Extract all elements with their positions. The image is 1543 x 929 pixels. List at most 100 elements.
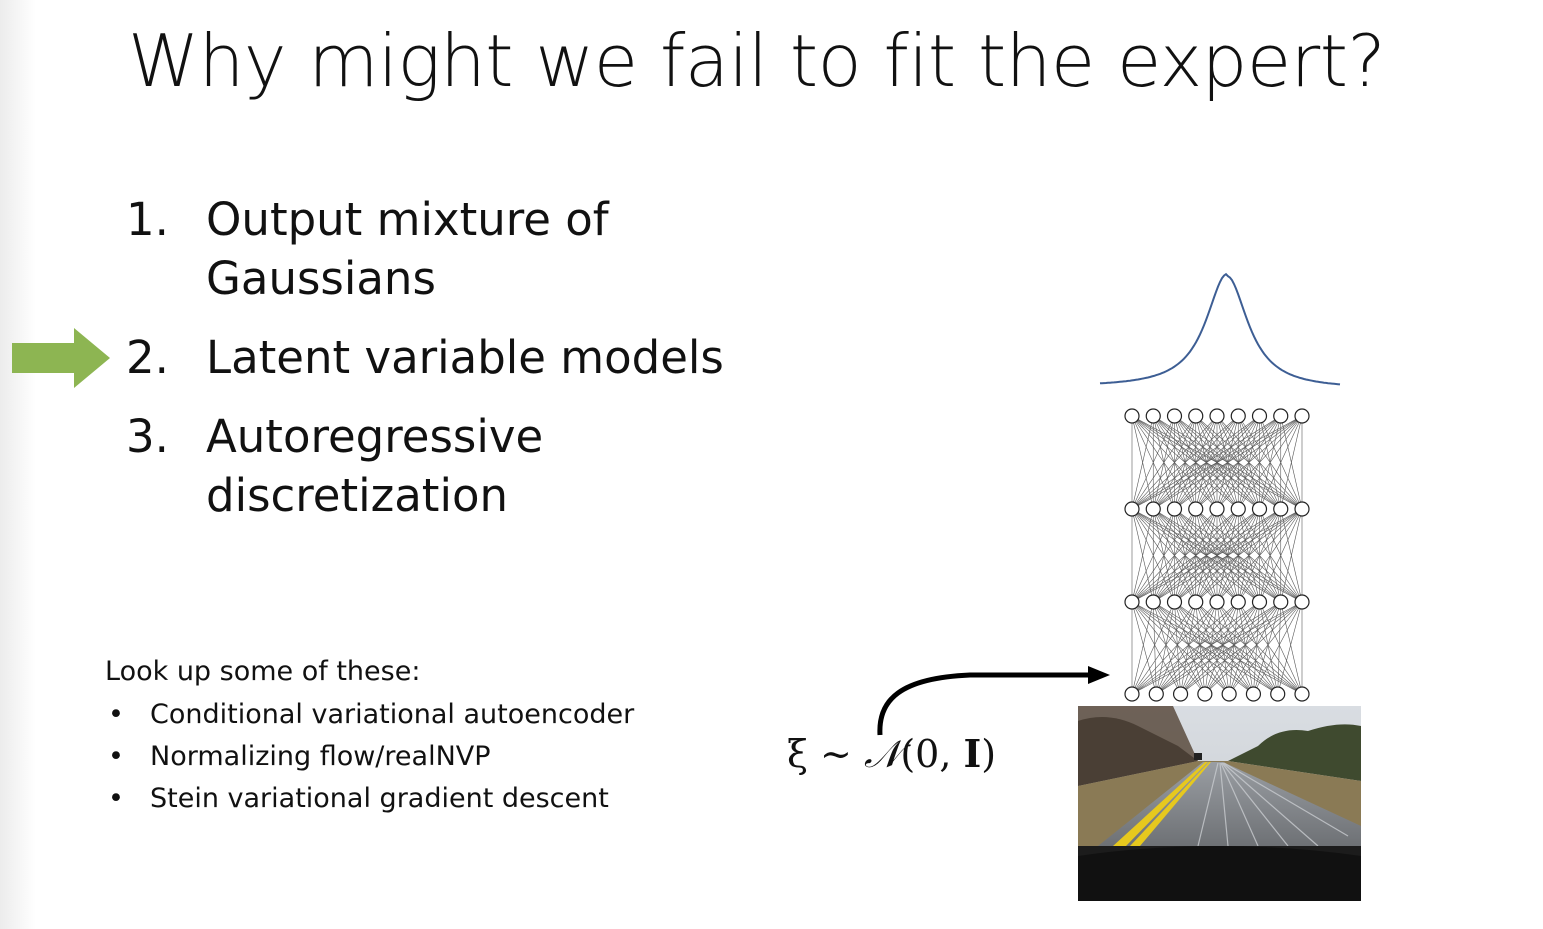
network-connection xyxy=(1195,601,1303,695)
references-list: • Conditional variational autoencoder • No… xyxy=(105,694,634,820)
network-node xyxy=(1294,501,1310,517)
network-node xyxy=(1209,408,1225,424)
network-connection xyxy=(1153,601,1278,695)
formula-close: ) xyxy=(981,732,997,776)
network-connection xyxy=(1155,601,1175,695)
network-connection xyxy=(1253,601,1282,695)
network-node xyxy=(1197,686,1213,702)
network-connection xyxy=(1195,415,1303,510)
list-item-3: 3. Autoregressive discretization xyxy=(126,407,726,525)
network-connection xyxy=(1216,415,1303,510)
network-connection xyxy=(1152,601,1157,695)
network-connection xyxy=(1237,601,1254,695)
network-connection xyxy=(1131,601,1303,695)
network-node xyxy=(1230,501,1246,517)
network-connection xyxy=(1174,601,1303,695)
network-node xyxy=(1251,408,1268,424)
network-connection xyxy=(1131,508,1196,603)
network-connection xyxy=(1131,415,1175,510)
list-number: 1. xyxy=(126,193,169,246)
network-connection xyxy=(1131,415,1303,510)
network-node xyxy=(1230,594,1246,610)
network-connection xyxy=(1131,601,1206,695)
list-number: 2. xyxy=(126,331,169,384)
bullet: • xyxy=(108,699,124,730)
network-connection xyxy=(1180,601,1260,695)
list-number: 3. xyxy=(126,410,169,463)
network-connection xyxy=(1195,508,1303,603)
reference-item: • Normalizing flow/realNVP xyxy=(105,736,634,778)
slide-edge-shade xyxy=(0,0,36,929)
network-connection xyxy=(1204,601,1281,695)
network-connection xyxy=(1180,601,1303,695)
network-connection xyxy=(1131,415,1154,510)
network-node xyxy=(1124,686,1140,702)
network-connection xyxy=(1174,601,1206,695)
formula-normal: 𝒩 xyxy=(863,732,901,776)
list-item-1: 1. Output mixture of Gaussians xyxy=(126,190,726,308)
network-connection xyxy=(1180,601,1218,695)
network-connection xyxy=(1153,415,1303,510)
network-connection xyxy=(1131,601,1218,695)
list-text: Autoregressive discretization xyxy=(206,410,544,522)
network-node xyxy=(1124,408,1140,424)
network-connection xyxy=(1216,601,1230,695)
network-connection xyxy=(1156,601,1303,695)
references-block: Look up some of these: • Conditional vari… xyxy=(105,652,634,820)
network-connection xyxy=(1174,508,1303,603)
network-connection xyxy=(1131,508,1303,603)
network-node xyxy=(1145,501,1161,517)
network-connection xyxy=(1216,601,1254,695)
network-connection xyxy=(1131,415,1260,510)
network-connection xyxy=(1153,601,1303,695)
network-connection xyxy=(1131,601,1154,695)
network-connection xyxy=(1131,601,1181,695)
network-connection xyxy=(1131,508,1281,603)
network-connection xyxy=(1180,601,1197,695)
network-connection xyxy=(1238,508,1303,603)
network-connection xyxy=(1277,601,1303,695)
network-connection xyxy=(1204,601,1218,695)
network-node xyxy=(1245,686,1262,702)
network-node xyxy=(1148,686,1164,702)
network-connection xyxy=(1153,601,1230,695)
network-connection xyxy=(1195,601,1278,695)
network-node xyxy=(1188,408,1204,424)
network-connection xyxy=(1277,601,1282,695)
network-node xyxy=(1273,594,1289,610)
formula-sim: ∼ xyxy=(807,732,864,776)
network-connection xyxy=(1228,601,1282,695)
network-connection xyxy=(1238,415,1303,510)
network-connection xyxy=(1131,415,1281,510)
network-connection xyxy=(1131,508,1154,603)
network-node xyxy=(1145,594,1161,610)
network-node xyxy=(1124,501,1140,517)
reference-item: • Conditional variational autoencoder xyxy=(105,694,634,736)
network-connection xyxy=(1131,508,1218,603)
network-connection xyxy=(1195,601,1230,695)
network-connection xyxy=(1280,508,1303,603)
latent-noise-formula: ξ ∼ 𝒩(0, I) xyxy=(787,731,996,777)
network-connection xyxy=(1152,601,1181,695)
reference-text: Stein variational gradient descent xyxy=(150,783,609,814)
network-node xyxy=(1209,594,1225,610)
network-connection xyxy=(1238,601,1303,695)
bullet: • xyxy=(108,783,124,814)
list-text: Latent variable models xyxy=(206,331,724,384)
network-connection xyxy=(1131,601,1157,695)
network-connection xyxy=(1204,601,1239,695)
neural-network-icon xyxy=(1124,408,1310,702)
network-connection xyxy=(1131,508,1175,603)
network-connection xyxy=(1131,601,1175,695)
network-node xyxy=(1172,686,1189,702)
network-connection xyxy=(1259,415,1303,510)
list-text: Output mixture of Gaussians xyxy=(206,193,609,305)
network-connection xyxy=(1156,601,1281,695)
network-node xyxy=(1273,501,1289,517)
network-connection xyxy=(1195,601,1206,695)
network-connection xyxy=(1131,601,1239,695)
network-connection xyxy=(1131,415,1239,510)
numbered-list: 1. Output mixture of Gaussians 2. Latent… xyxy=(126,190,726,545)
formula-identity: I xyxy=(963,731,982,776)
network-connection xyxy=(1174,601,1230,695)
